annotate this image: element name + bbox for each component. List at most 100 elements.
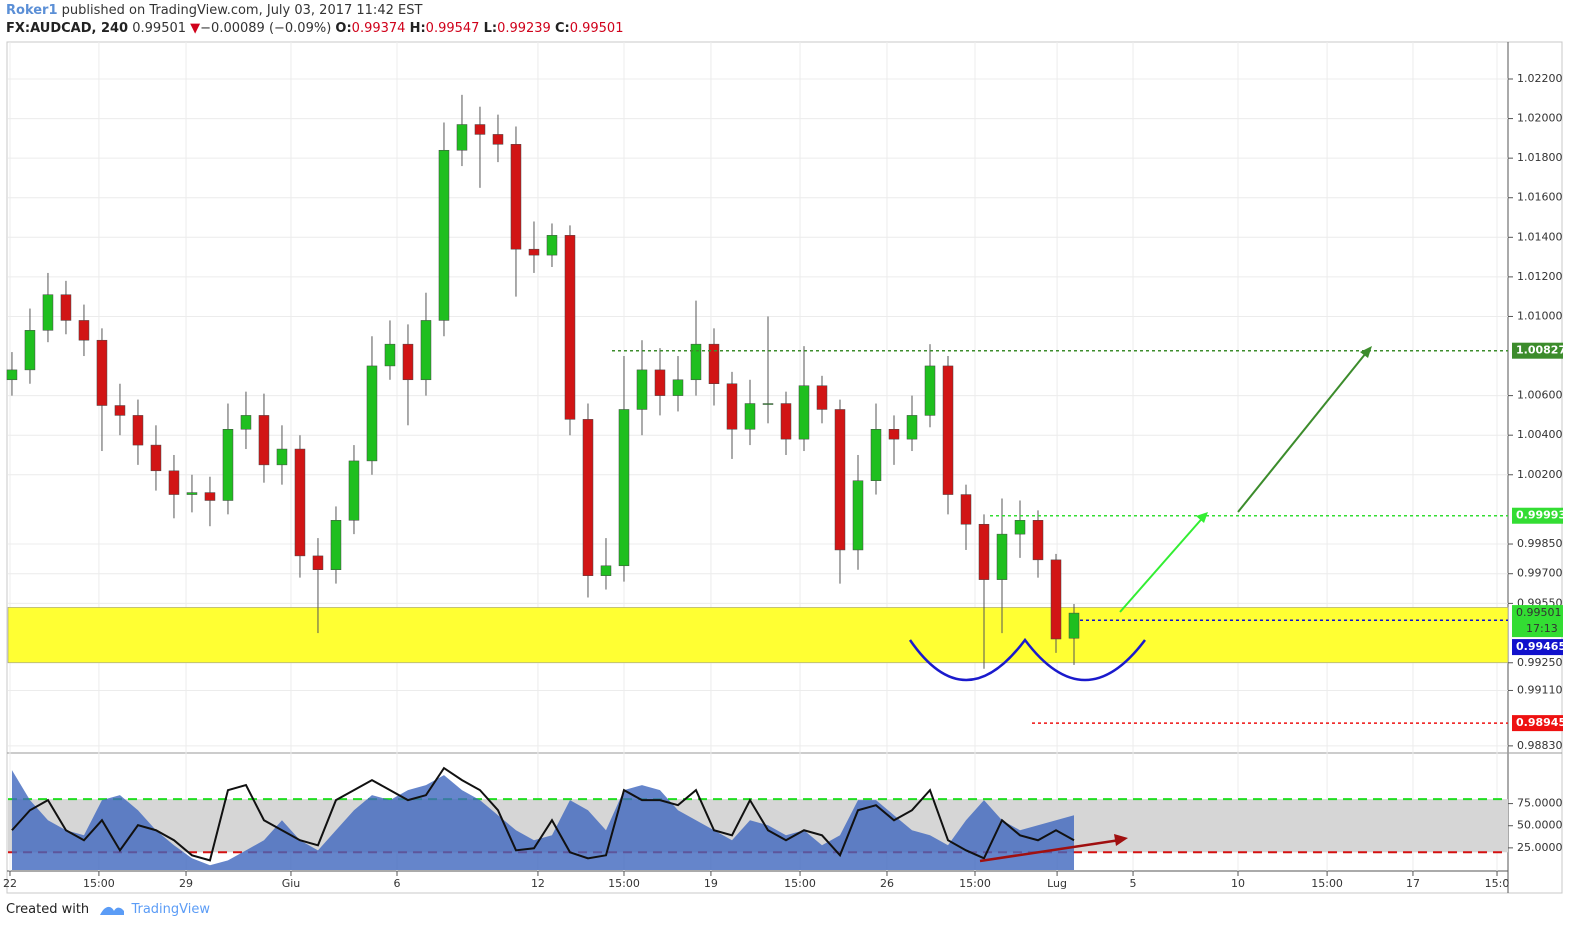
y-tick-label: 1.00400 (1517, 428, 1563, 441)
candle-body (384, 343, 396, 367)
candle-body (600, 565, 612, 576)
candle-body (276, 448, 288, 466)
x-tick-label: 15:0 (1485, 877, 1510, 890)
x-tick-label: Lug (1047, 877, 1067, 890)
candle-body (780, 403, 792, 440)
last-price-label: 0.99501 (1516, 606, 1562, 619)
level-label: 0.99465 (1516, 640, 1566, 653)
candle-body (348, 460, 360, 521)
axis-labels: 22 15:00 29 Giu 6 12 15:00 19 15:00 26 15:00 Lug 5 10… (3, 72, 1566, 890)
x-tick-label: 15:00 (784, 877, 816, 890)
change-icon: ▼ (190, 21, 201, 36)
change: −0.00089 (−0.09%) (200, 21, 332, 36)
high-label: H: (409, 21, 426, 36)
candle-body (636, 369, 648, 410)
close-label: C: (554, 21, 570, 36)
candle-body (1068, 612, 1080, 639)
countdown: 17:13 (1526, 622, 1558, 635)
y-tick-label: 0.99250 (1517, 656, 1563, 669)
low: 0.99239 (497, 21, 551, 36)
candle-body (312, 555, 324, 571)
candle-body (762, 403, 774, 405)
drawings (908, 346, 1372, 863)
level-label: 1.00827 (1516, 344, 1566, 357)
candle-body (366, 365, 378, 462)
symbol-line: FX:AUDCAD, 240 0.99501 ▼−0.00089 (−0.09%… (6, 21, 623, 36)
footer: Created with TradingView (6, 902, 210, 917)
candle-body (582, 419, 594, 576)
candle-body (258, 415, 270, 466)
candle-body (474, 124, 486, 135)
x-tick-label: 17 (1406, 877, 1420, 890)
marks (6, 94, 1508, 870)
candle-body (744, 403, 756, 430)
candle-body (852, 480, 864, 551)
x-tick-label: 15:00 (959, 877, 991, 890)
y-tick-label: 0.99850 (1517, 537, 1563, 550)
candle-body (60, 294, 72, 321)
y-tick-label: 0.99110 (1517, 683, 1563, 696)
candle-body (726, 383, 738, 430)
arrow-head (1196, 512, 1208, 523)
level-label-box (1512, 639, 1563, 656)
candle-body (42, 294, 54, 331)
arrow-head (1360, 346, 1372, 358)
y-tick-label: 1.00600 (1517, 389, 1563, 402)
candle-body (96, 339, 108, 406)
candle-body (618, 409, 630, 567)
candle-body (816, 385, 828, 410)
y-tick-label: 25.0000 (1517, 841, 1563, 854)
candle-body (564, 235, 576, 420)
y-tick-label: 75.0000 (1517, 797, 1563, 810)
x-tick-label: Giu (282, 877, 301, 890)
arrow-head (1114, 834, 1128, 846)
publish-line: Roker1 published on TradingView.com, Jul… (6, 3, 422, 18)
candle-body (888, 429, 900, 440)
candle-body (870, 429, 882, 481)
candle-body (420, 320, 432, 381)
candle-body (168, 470, 180, 495)
low-label: L: (483, 21, 498, 36)
grid (8, 42, 1508, 871)
y-tick-label: 1.01400 (1517, 230, 1563, 243)
candle-body (150, 444, 162, 472)
chart-border (6, 41, 1563, 894)
logo-shape (100, 906, 125, 915)
candle-body (456, 124, 468, 151)
x-tick-label: 5 (1130, 877, 1137, 890)
created-with: Created with (6, 902, 90, 917)
candle-body (996, 533, 1008, 580)
y-tick-label: 0.98830 (1517, 739, 1563, 752)
candle-body (654, 369, 666, 396)
candle-body (834, 409, 846, 551)
candle-body (6, 369, 18, 381)
level-label: 0.99993 (1516, 509, 1566, 522)
candle-body (114, 405, 126, 416)
published: published on TradingView.com, July 03, 2… (61, 3, 423, 18)
chart: 22 15:00 29 Giu 6 12 15:00 19 15:00 26 15:00 Lug 5 10… (2, 41, 1566, 894)
y-tick-label: 1.02200 (1517, 72, 1563, 85)
x-tick-label: 15:00 (83, 877, 115, 890)
arrow (1119, 513, 1207, 613)
indicator-area (11, 770, 1075, 870)
indicator-line (11, 766, 1075, 862)
x-tick-label: 22 (3, 877, 17, 890)
candle-body (510, 144, 522, 250)
candle-body (672, 379, 684, 396)
candle-body (132, 415, 144, 446)
double-bottom-curve (908, 637, 1146, 682)
candle-body (906, 415, 918, 440)
y-tick-label: 1.01200 (1517, 270, 1563, 283)
y-tick-label: 1.02000 (1517, 112, 1563, 125)
arrow (1237, 347, 1371, 513)
author[interactable]: Roker1 (6, 3, 58, 18)
level-label-box (1512, 342, 1563, 359)
high: 0.99547 (425, 21, 480, 36)
candle-body (204, 492, 216, 501)
brand[interactable]: TradingView (131, 902, 210, 917)
candle-body (330, 520, 342, 571)
y-tick-label: 1.01800 (1517, 151, 1563, 164)
x-tick-label: 15:00 (608, 877, 640, 890)
candle-body (924, 365, 936, 416)
x-tick-label: 6 (393, 877, 400, 890)
